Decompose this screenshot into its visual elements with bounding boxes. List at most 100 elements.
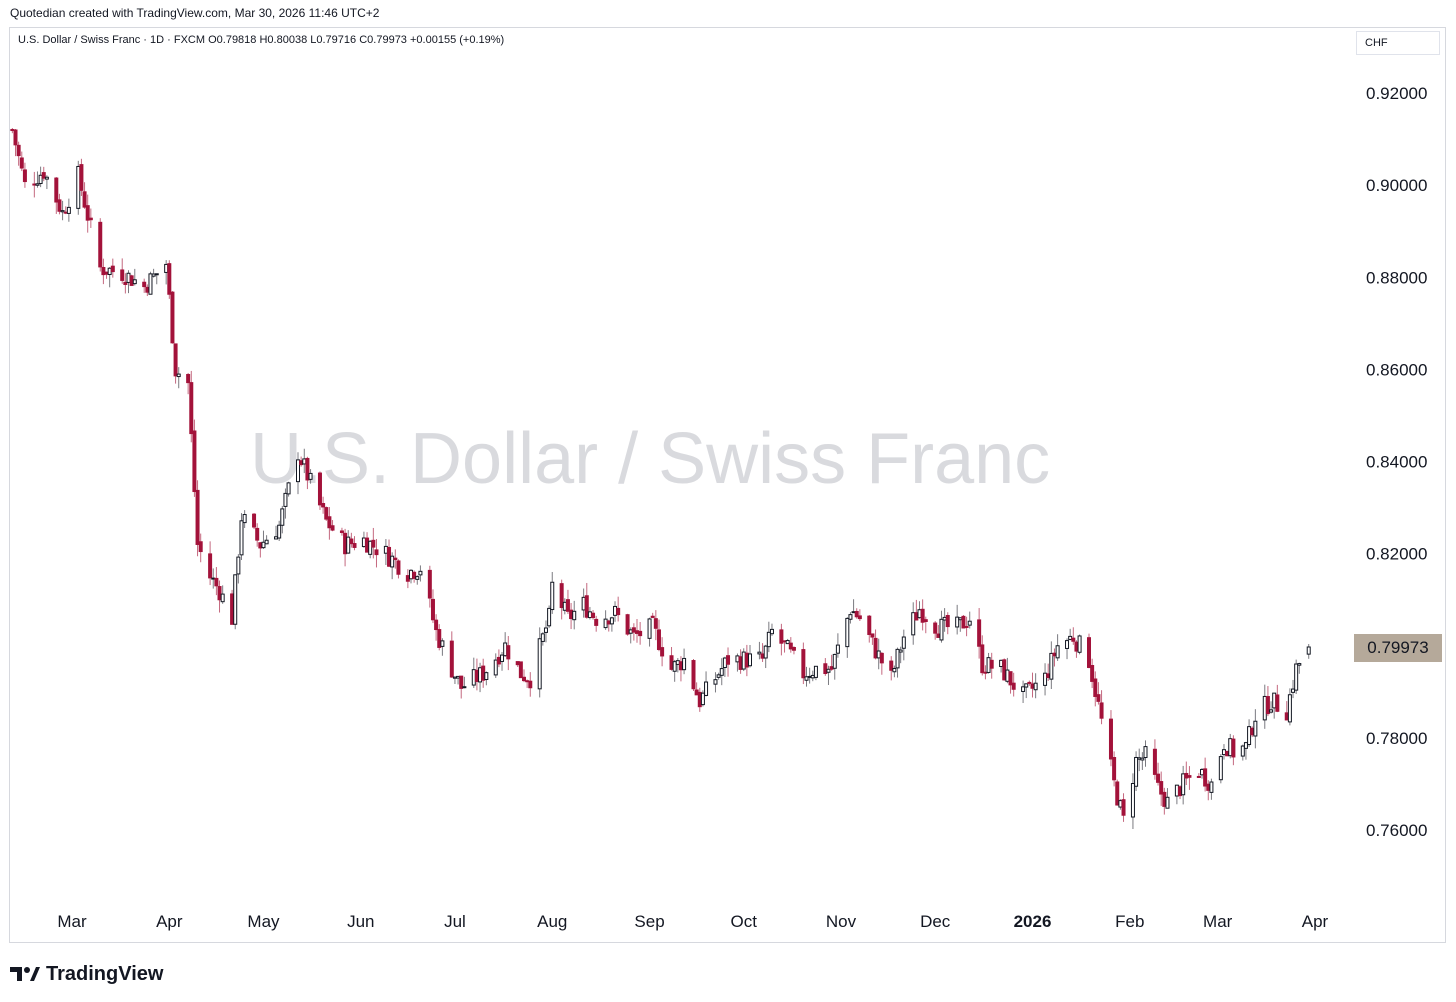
candle <box>562 598 567 615</box>
candle <box>330 520 335 532</box>
candle <box>1065 638 1070 660</box>
candle <box>1121 793 1126 822</box>
symbol-watermark: U.S. Dollar / Swiss Franc <box>250 419 1051 499</box>
candle <box>515 661 520 668</box>
candle <box>365 532 370 553</box>
candle <box>349 532 354 548</box>
candle <box>537 627 542 698</box>
candle <box>738 649 743 674</box>
candle <box>1011 672 1016 697</box>
candle <box>691 659 696 692</box>
legend-low: L0.79716 <box>310 34 357 46</box>
candle <box>493 653 498 678</box>
candle <box>1143 740 1148 767</box>
candle <box>1134 751 1139 792</box>
candle <box>88 208 93 228</box>
candle <box>722 656 727 677</box>
candle <box>192 419 197 497</box>
candle <box>277 520 282 541</box>
candle <box>779 623 784 656</box>
candle <box>35 171 40 188</box>
x-tick-label: 2026 <box>1014 912 1052 931</box>
candle <box>920 599 925 631</box>
candle <box>678 656 683 682</box>
candle <box>716 672 721 680</box>
candle <box>129 274 134 286</box>
candle <box>1074 640 1079 658</box>
footer-brand[interactable]: TradingView <box>10 962 163 986</box>
candle <box>186 372 191 395</box>
candlestick-series <box>10 128 1311 830</box>
candle <box>368 540 373 559</box>
candle <box>1291 679 1296 699</box>
x-tick-label: Mar <box>57 912 87 931</box>
candle <box>587 606 592 620</box>
candle <box>440 638 445 656</box>
y-tick-label: 0.78000 <box>1366 729 1427 748</box>
candle <box>613 601 618 622</box>
x-tick-label: Apr <box>1302 912 1329 931</box>
candle <box>826 665 831 686</box>
candle <box>989 652 994 679</box>
candle <box>1209 778 1214 800</box>
candle <box>1184 761 1189 785</box>
candle <box>474 658 479 691</box>
chart-frame <box>9 27 1446 943</box>
candle <box>10 128 15 134</box>
candle <box>647 617 652 647</box>
candle <box>123 273 128 294</box>
candle <box>22 162 27 188</box>
candle <box>895 647 900 678</box>
candle <box>198 533 203 563</box>
candle <box>434 614 439 641</box>
y-tick-label: 0.82000 <box>1366 545 1427 564</box>
candle <box>726 647 731 677</box>
candle <box>1087 633 1091 669</box>
candle <box>374 539 379 568</box>
candle <box>923 616 928 634</box>
x-tick-label: Feb <box>1115 912 1144 931</box>
candle <box>16 141 21 166</box>
candle <box>1196 773 1201 778</box>
candle <box>694 682 699 696</box>
currency-button[interactable]: CHF <box>1356 31 1440 55</box>
candle <box>383 539 388 565</box>
candle <box>917 601 922 619</box>
candle <box>867 615 872 643</box>
candle <box>1046 663 1051 681</box>
candle <box>628 627 633 644</box>
candle <box>609 616 614 632</box>
candle <box>1265 686 1270 717</box>
candle <box>854 608 859 619</box>
candle <box>1093 671 1098 707</box>
candle <box>1221 744 1226 760</box>
x-tick-label: Sep <box>634 912 664 931</box>
x-tick-label: Dec <box>920 912 951 931</box>
candle <box>154 273 159 285</box>
candle <box>126 270 131 294</box>
candle <box>986 652 991 674</box>
candle <box>412 570 417 583</box>
candle <box>405 569 410 589</box>
candle <box>876 638 881 670</box>
candle <box>1269 701 1274 714</box>
candle <box>1068 628 1073 641</box>
candle <box>1206 780 1211 801</box>
candle <box>1049 641 1054 689</box>
candle <box>343 528 348 567</box>
legend-open: O0.79818 <box>208 34 257 46</box>
candle <box>603 610 608 630</box>
candle <box>594 615 599 632</box>
candle <box>713 672 718 693</box>
x-tick-label: Mar <box>1203 912 1233 931</box>
candle <box>211 568 216 589</box>
candle <box>173 343 178 384</box>
candle <box>518 661 523 679</box>
candle <box>500 651 505 671</box>
candle <box>1200 768 1204 779</box>
candle <box>41 166 46 182</box>
x-tick-label: May <box>247 912 280 931</box>
candle <box>346 530 351 554</box>
candle <box>1024 683 1029 699</box>
